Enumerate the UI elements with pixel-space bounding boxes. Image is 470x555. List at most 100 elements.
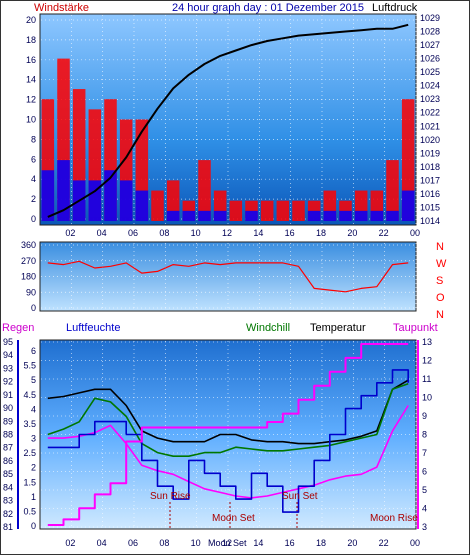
temp-tick-label: 10 (422, 393, 432, 403)
event-moon-set-2: Moon Set (208, 538, 247, 548)
y-right-tick-label: 1019 (420, 148, 440, 158)
x-tick-label: 20 (347, 538, 357, 548)
y-right-tick-label: 1025 (420, 67, 440, 77)
wind-direction-line (47, 260, 409, 293)
y-left-tick-label: 20 (26, 15, 36, 25)
x-tick-label: 00 (410, 228, 420, 238)
wind-speed-bar (307, 210, 321, 221)
x-tick-label: 06 (128, 228, 138, 238)
x-tick-label: 08 (159, 538, 169, 548)
x-tick-label: 22 (379, 538, 389, 548)
x-tick-label: 10 (191, 538, 201, 548)
x-tick-label: 16 (285, 228, 295, 238)
temp-tick-label: 7 (422, 448, 427, 458)
chart-title: 24 hour graph day : 01 Dezember 2015 (172, 2, 364, 14)
humidity-tick-label: 83 (3, 496, 13, 506)
x-tick-label: 02 (65, 228, 75, 238)
y-left-tick-label: 18 (26, 35, 36, 45)
rain-tick-label: 3.5 (23, 419, 36, 429)
wind-speed-bar (104, 170, 117, 221)
y-right-tick-label: 1014 (420, 216, 440, 226)
x-tick-label: 10 (191, 228, 201, 238)
y-left-tick-label: 16 (26, 55, 36, 65)
temp-tick-label: 12 (422, 356, 432, 366)
wind-speed-bar (119, 180, 133, 221)
humidity-tick-label: 94 (3, 350, 13, 360)
wind-speed-bar (182, 210, 196, 221)
rain-tick-label: 0 (31, 521, 36, 531)
x-tick-label: 06 (128, 538, 138, 548)
y-right-tick-label: 1028 (420, 27, 440, 37)
x-tick-label: 04 (97, 228, 107, 238)
y-right-tick-label: 1026 (420, 54, 440, 64)
humidity-tick-label: 89 (3, 416, 13, 426)
wind-gust-bar (198, 160, 211, 221)
wind-speed-bar (198, 210, 211, 221)
event-moon-set-1: Moon Set (212, 513, 255, 524)
humidity-tick-label: 95 (3, 337, 13, 347)
compass-label: N (436, 309, 444, 321)
y-left-tick-label: 14 (26, 75, 36, 85)
x-tick-label: 22 (379, 228, 389, 238)
temp-tick-label: 8 (422, 430, 427, 440)
legend-regen: Regen (2, 322, 34, 334)
humidity-tick-label: 88 (3, 430, 13, 440)
y-right-tick-label: 1021 (420, 121, 440, 131)
rain-tick-label: 3 (31, 434, 36, 444)
wind-gust-bar (260, 200, 274, 221)
rain-tick-label: 0.5 (23, 506, 36, 516)
wind-gust-bar (276, 200, 290, 221)
humidity-tick-label: 81 (3, 522, 13, 532)
wind-speed-bar (166, 210, 180, 221)
rain-tick-label: 1 (31, 492, 36, 502)
wind-speed-bar (213, 210, 227, 221)
temp-tick-label: 11 (422, 374, 431, 384)
temp-tick-label: 5 (422, 485, 427, 495)
humidity-tick-label: 82 (3, 509, 13, 519)
y-left-tick-label: 2 (31, 194, 36, 204)
rain-tick-label: 4 (31, 404, 36, 414)
compass-label: N (436, 241, 444, 253)
wind-speed-bar (401, 190, 415, 221)
wind-speed-bar (88, 180, 102, 221)
left-axis-title: Windstärke (34, 2, 89, 14)
wind-speed-bar (57, 160, 70, 221)
regen-line (47, 343, 409, 526)
grid-lines (41, 15, 417, 528)
y-right-tick-label: 1023 (420, 94, 440, 104)
wind-gust-bar (151, 190, 164, 221)
humidity-tick-label: 87 (3, 443, 13, 453)
wind-speed-bar (323, 210, 337, 221)
taupunkt-line (47, 405, 409, 499)
humidity-tick-label: 91 (3, 390, 13, 400)
x-tick-label: 02 (65, 538, 75, 548)
temp-tick-label: 4 (422, 504, 427, 514)
x-tick-label: 20 (347, 228, 357, 238)
luftfeuchte-line (47, 369, 409, 513)
wind-speed-bar (354, 210, 368, 221)
wind-gust-bar (229, 200, 243, 221)
y-left-tick-label: 8 (31, 134, 36, 144)
x-tick-label: 14 (253, 538, 263, 548)
temp-tick-label: 6 (422, 467, 427, 477)
humidity-tick-label: 86 (3, 456, 13, 466)
wind-speed-bar (370, 210, 384, 221)
x-tick-label: 04 (97, 538, 107, 548)
y-left-tick-label: 4 (31, 174, 36, 184)
wind-gust-bar (386, 160, 399, 221)
humidity-tick-label: 85 (3, 469, 13, 479)
y-right-tick-label: 1027 (420, 40, 440, 50)
temp-tick-label: 9 (422, 411, 427, 421)
x-tick-label: 00 (410, 538, 420, 548)
y-left-tick-label: 180 (21, 272, 36, 282)
legend-windchill: Windchill (246, 322, 290, 334)
y-right-tick-label: 1024 (420, 81, 440, 91)
x-tick-label: 08 (159, 228, 169, 238)
x-tick-label: 18 (316, 228, 326, 238)
x-tick-label: 18 (316, 538, 326, 548)
wind-speed-bar (339, 210, 352, 221)
pressure-line (47, 23, 409, 218)
wind-speed-bar (41, 170, 55, 221)
wind-speed-bar (245, 210, 258, 221)
